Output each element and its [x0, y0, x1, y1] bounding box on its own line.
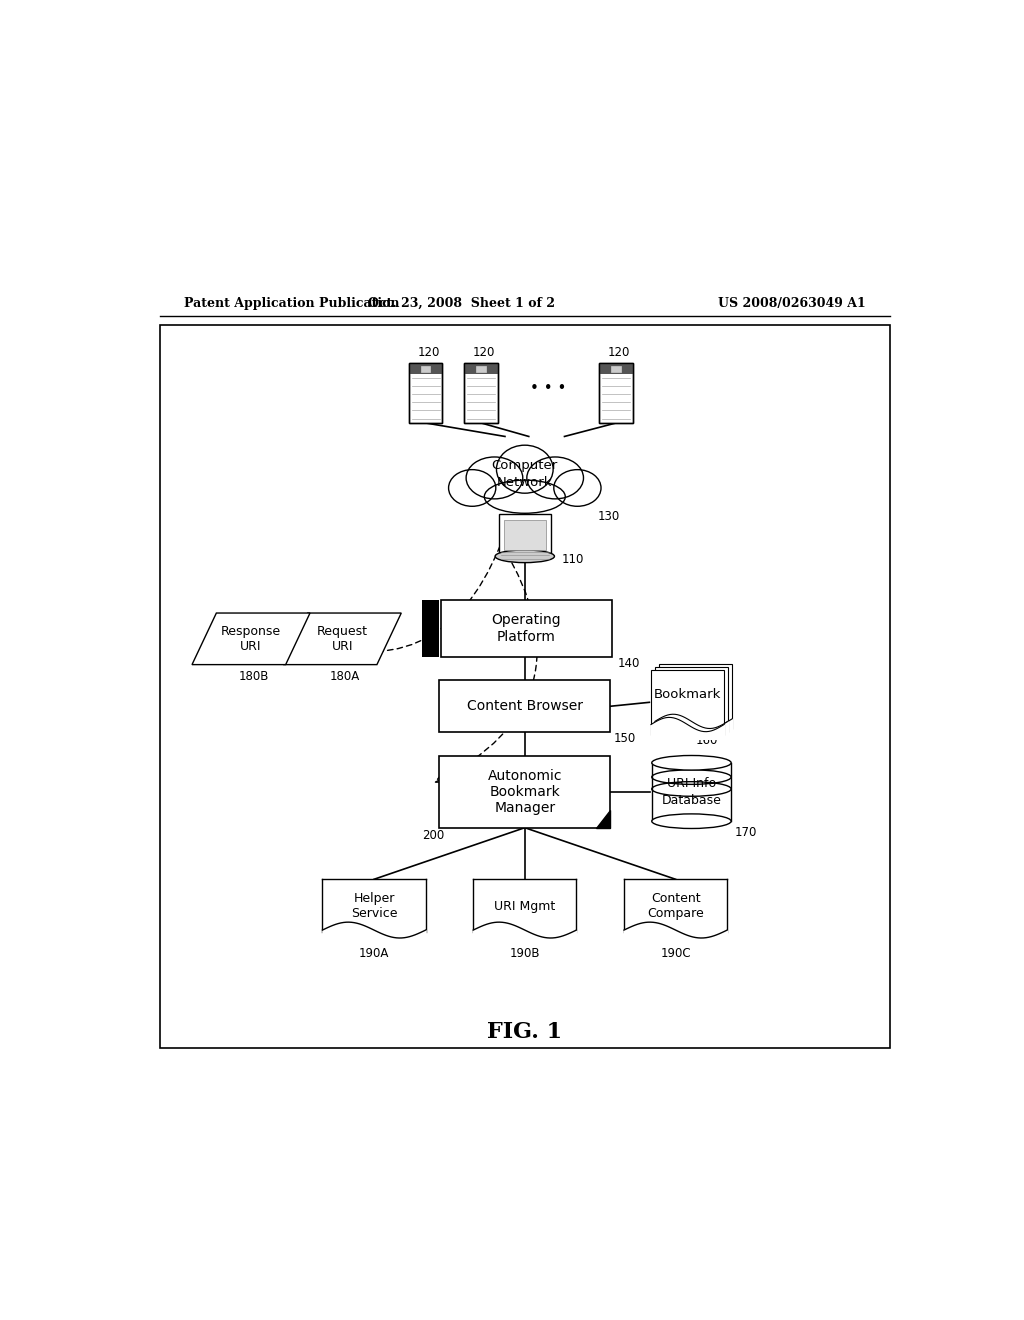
Text: • • •: • • • — [530, 381, 567, 396]
Text: Response
URI: Response URI — [221, 624, 281, 653]
Text: 190A: 190A — [358, 946, 389, 960]
Bar — [465, 363, 498, 374]
Text: 180A: 180A — [330, 671, 359, 684]
Ellipse shape — [496, 550, 554, 562]
Bar — [422, 599, 439, 657]
Text: 120: 120 — [608, 346, 631, 359]
Text: 130: 130 — [598, 510, 621, 523]
Ellipse shape — [652, 755, 731, 770]
Text: Oct. 23, 2008  Sheet 1 of 2: Oct. 23, 2008 Sheet 1 of 2 — [368, 297, 555, 310]
Bar — [465, 363, 498, 422]
Bar — [409, 363, 442, 374]
Text: US 2008/0263049 A1: US 2008/0263049 A1 — [718, 297, 866, 310]
Text: 200: 200 — [422, 829, 444, 842]
Bar — [476, 366, 485, 372]
Text: 120: 120 — [473, 346, 496, 359]
Bar — [504, 520, 546, 549]
Text: 120: 120 — [418, 346, 440, 359]
Text: 180B: 180B — [239, 671, 268, 684]
Ellipse shape — [466, 457, 523, 499]
Bar — [439, 756, 610, 828]
Text: Helper
Service: Helper Service — [351, 892, 397, 920]
Bar — [323, 879, 426, 932]
Polygon shape — [193, 612, 310, 664]
Ellipse shape — [526, 457, 584, 499]
Bar — [409, 363, 442, 422]
Bar — [624, 879, 727, 932]
Text: Autonomic
Bookmark
Manager: Autonomic Bookmark Manager — [487, 768, 562, 816]
Text: Request
URI: Request URI — [316, 624, 368, 653]
Text: 160: 160 — [695, 734, 718, 747]
Text: FIG. 1: FIG. 1 — [487, 1020, 562, 1043]
Ellipse shape — [497, 445, 553, 494]
Bar — [599, 363, 633, 374]
Text: Computer
Network: Computer Network — [492, 459, 558, 488]
Text: 170: 170 — [735, 825, 758, 838]
Bar — [651, 763, 731, 821]
Bar — [465, 363, 498, 422]
Bar — [473, 879, 577, 932]
Ellipse shape — [652, 814, 731, 829]
Bar — [439, 681, 610, 733]
Polygon shape — [655, 667, 728, 731]
Text: Content Browser: Content Browser — [467, 700, 583, 713]
Bar — [599, 363, 633, 422]
Polygon shape — [596, 810, 610, 828]
Polygon shape — [658, 664, 732, 729]
Text: 190B: 190B — [510, 946, 540, 960]
Bar — [441, 599, 611, 657]
Text: Patent Application Publication: Patent Application Publication — [183, 297, 399, 310]
Text: URI Info
Database: URI Info Database — [662, 777, 721, 807]
Text: 110: 110 — [561, 553, 584, 566]
Bar — [409, 363, 442, 422]
Bar — [599, 363, 633, 422]
Bar — [499, 515, 551, 556]
Text: 140: 140 — [618, 656, 640, 669]
Bar — [611, 366, 621, 372]
Ellipse shape — [484, 480, 565, 513]
Polygon shape — [284, 612, 401, 664]
Text: 190C: 190C — [660, 946, 691, 960]
Text: URI Mgmt: URI Mgmt — [495, 900, 555, 912]
Text: Content
Compare: Content Compare — [647, 892, 703, 920]
Text: Operating
Platform: Operating Platform — [492, 614, 561, 644]
Ellipse shape — [449, 470, 496, 507]
Polygon shape — [651, 669, 724, 735]
Text: Bookmark: Bookmark — [653, 688, 721, 701]
Text: 150: 150 — [614, 731, 636, 744]
Ellipse shape — [554, 470, 601, 507]
Bar — [421, 366, 430, 372]
